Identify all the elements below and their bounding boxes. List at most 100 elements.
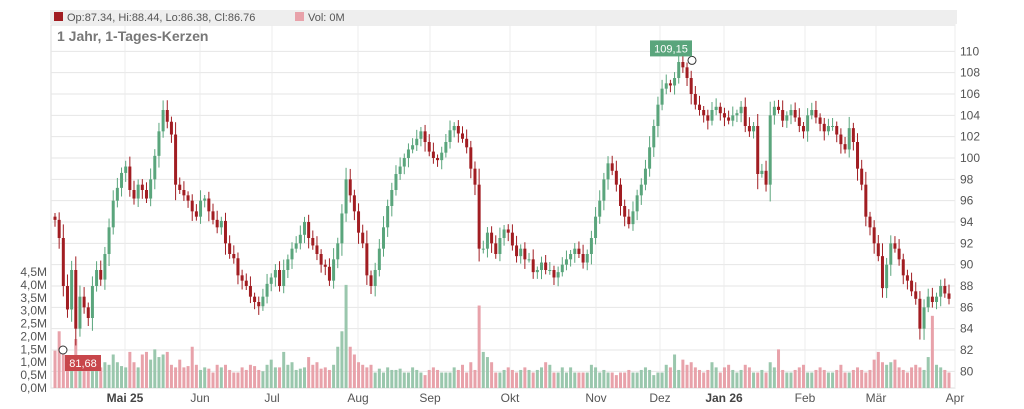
volume-bar [469,362,473,388]
candle-body [332,259,336,281]
candle-body [598,200,602,217]
candle-body [219,220,223,228]
volume-bar [548,364,552,388]
volume-bar [718,372,722,388]
volume-bar [614,375,618,388]
volume-bar [490,362,494,388]
volume-bar [602,369,606,388]
volume-bar [107,364,111,388]
volume-bar [806,372,810,388]
volume-bar [577,372,581,388]
volume-bar [369,364,373,388]
volume-bar [415,369,419,388]
volume-axis-ticks: 0,0M0,5M1,0M1,5M2,0M2,5M3,0M3,5M4,0M4,5M [20,265,47,395]
y-tick-label: 110 [960,44,979,58]
volume-bar [639,369,643,388]
y-tick-label: 106 [960,87,980,101]
volume-bar [323,367,327,388]
candle-body [814,110,818,118]
candle-body [278,270,282,286]
volume-bar [319,368,323,388]
volume-bar [219,367,223,388]
candle-body [302,222,306,235]
volume-bar [506,367,510,388]
low-marker-circle [58,345,68,355]
candle-body [839,134,843,145]
candle-body [423,131,427,142]
y-tick-label: 94 [960,215,974,229]
candle-body [136,184,140,199]
volume-bar [336,346,340,388]
volume-bar [423,375,427,388]
candle-body [232,254,236,259]
volume-bar [876,351,880,388]
volume-bar [273,367,277,388]
candle-body [419,131,423,139]
candle-body [897,248,901,260]
volume-bar [589,364,593,388]
y-tick-label: 96 [960,194,974,208]
volume-bar [302,367,306,388]
candle-body [265,283,269,297]
candle-body [639,184,643,196]
candlesticks [53,53,951,346]
volume-bar [556,372,560,388]
low-value-label-box [65,355,101,371]
volume-bar [248,364,252,388]
candle-body [377,248,381,270]
candle-body [552,270,556,278]
candle-body [120,172,124,188]
candle-body [905,275,909,281]
candle-body [490,232,494,244]
candle-body [718,106,722,114]
volume-bar [818,367,822,388]
candle-body [860,168,864,185]
candle-body [365,243,369,276]
volume-bar [215,364,219,388]
candle-body [818,117,822,124]
volume-bar [315,362,319,388]
y-tick-label: 92 [960,236,974,250]
candle-body [352,195,356,212]
candle-body [785,115,789,121]
candle-body [943,286,947,294]
candle-body [847,128,851,150]
volume-bar [681,359,685,388]
candle-body [614,170,618,185]
candle-body [427,142,431,152]
candle-body [90,286,94,318]
candle-body [157,131,161,156]
volume-bar [652,375,656,388]
volume-tick-label: 3,0M [20,304,47,318]
x-tick-label: Okt [501,391,520,405]
volume-bar [448,372,452,388]
volume-bar [810,372,814,388]
volume-bar [889,362,893,388]
volume-bar [136,367,140,388]
candle-body [186,195,190,201]
candle-body [535,270,539,273]
volume-bar [377,368,381,388]
candle-body [269,277,273,284]
candle-body [831,126,835,127]
candle-body [473,168,477,185]
candle-body [369,275,373,286]
volume-bar [190,346,194,388]
volume-bar [485,357,489,388]
y-tick-label: 108 [960,66,980,80]
volume-bar [727,364,731,388]
volume-bar [793,369,797,388]
x-tick-label: Aug [347,391,368,405]
candle-body [693,94,697,105]
candle-body [781,110,785,121]
volume-bar [406,372,410,388]
candle-body [677,62,681,78]
candle-body [710,110,714,121]
volume-bar [706,369,710,388]
candle-body [681,62,685,68]
candle-body [564,259,568,265]
candle-body [178,184,182,190]
volume-bar [569,367,573,388]
candle-body [257,302,261,307]
